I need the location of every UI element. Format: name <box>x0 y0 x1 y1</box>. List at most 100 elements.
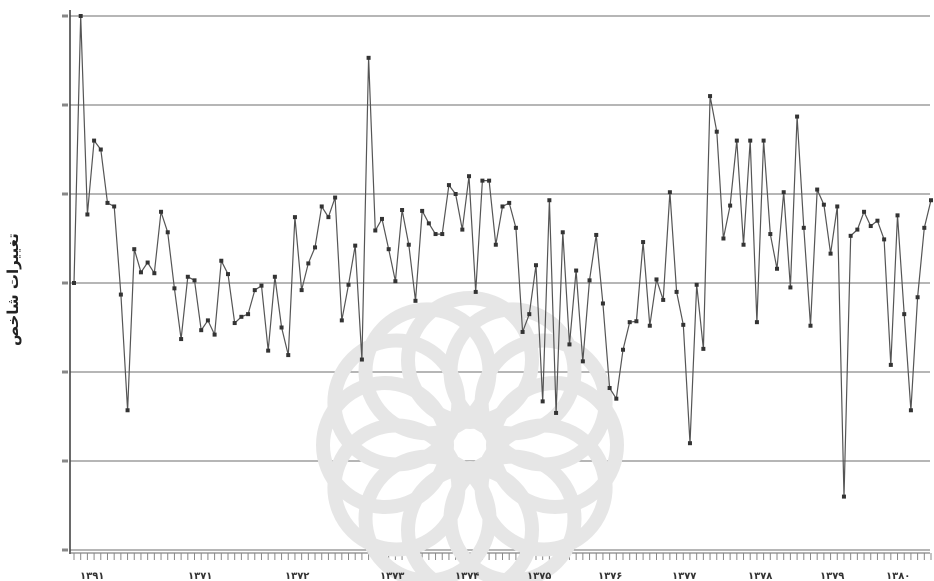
data-point <box>393 279 398 284</box>
axes <box>69 10 930 554</box>
data-point <box>232 321 237 326</box>
data-point <box>413 298 418 303</box>
watermark-logo <box>316 291 624 581</box>
y-tick-mark <box>62 192 68 196</box>
watermark-center <box>434 409 506 481</box>
data-point <box>775 266 780 271</box>
data-point <box>694 282 699 287</box>
data-point <box>587 278 592 283</box>
data-point <box>359 357 364 362</box>
data-point <box>179 337 184 342</box>
data-point <box>607 386 612 391</box>
data-point <box>908 408 913 413</box>
x-tick-label: ۱۳۷۱ <box>188 571 212 581</box>
data-point <box>145 260 150 265</box>
data-point <box>647 323 652 328</box>
data-point <box>185 274 190 279</box>
data-point <box>446 183 451 188</box>
data-point <box>333 195 338 200</box>
x-tick-label: ۱۳۸۰ <box>886 571 910 581</box>
data-point <box>199 328 204 333</box>
data-point <box>272 274 277 279</box>
data-point <box>862 209 867 214</box>
data-point <box>105 200 110 205</box>
data-point <box>286 353 291 358</box>
data-point <box>754 320 759 325</box>
data-point <box>835 204 840 209</box>
data-point <box>225 272 230 277</box>
data-point <box>453 192 458 196</box>
data-point <box>574 268 579 273</box>
data-point <box>580 359 585 364</box>
data-point <box>547 198 552 203</box>
x-tick-label: ۱۳۷۹ <box>820 571 844 581</box>
data-point <box>313 245 318 250</box>
data-point <box>728 203 733 208</box>
data-point <box>855 227 860 232</box>
data-point <box>239 314 244 319</box>
data-point <box>667 190 672 195</box>
data-point <box>761 138 766 143</box>
data-point <box>641 240 646 245</box>
data-point <box>654 277 659 282</box>
y-tick-mark <box>62 281 68 285</box>
data-point <box>701 346 706 351</box>
data-point <box>292 215 297 220</box>
data-point <box>895 213 900 218</box>
x-tick-label: ۱۳۷۵ <box>527 571 551 581</box>
y-tick-mark <box>62 548 68 552</box>
y-tick-mark <box>62 14 68 18</box>
data-point <box>788 285 793 290</box>
data-point <box>681 322 686 327</box>
data-point <box>440 232 445 237</box>
data-point <box>915 295 920 300</box>
data-point <box>493 242 498 247</box>
data-point <box>520 329 525 334</box>
data-point <box>500 204 505 209</box>
data-point <box>299 288 304 293</box>
data-point <box>326 215 331 220</box>
data-point <box>346 282 351 287</box>
data-point <box>319 204 324 209</box>
data-point <box>815 187 820 192</box>
data-point <box>165 230 170 235</box>
data-point <box>366 55 371 60</box>
data-point <box>373 228 378 233</box>
data-point <box>687 441 692 446</box>
data-point <box>138 270 143 275</box>
x-tick-label: ۱۳۷۷ <box>672 571 696 581</box>
data-point <box>406 242 411 247</box>
x-tick-label: ۱۳۷۴ <box>455 571 479 581</box>
data-point <box>661 297 666 302</box>
data-point <box>781 190 786 195</box>
data-point <box>159 209 164 214</box>
y-tick-mark <box>62 459 68 463</box>
data-point <box>192 278 197 283</box>
data-point <box>473 289 478 294</box>
data-point <box>708 94 713 99</box>
data-point <box>888 362 893 367</box>
series <box>72 14 933 499</box>
data-point <box>808 323 813 328</box>
watermark-petal <box>401 291 539 429</box>
data-point <box>112 204 117 209</box>
data-point <box>420 208 425 213</box>
data-point <box>533 263 538 268</box>
data-point <box>527 312 532 317</box>
data-point <box>795 114 800 119</box>
data-point <box>132 247 137 252</box>
data-point <box>266 348 271 353</box>
data-point <box>841 494 846 499</box>
data-point <box>554 410 559 415</box>
data-point <box>252 288 257 293</box>
data-point <box>353 243 358 248</box>
data-point <box>72 281 76 285</box>
data-point <box>621 347 626 352</box>
data-point <box>212 332 217 337</box>
data-point <box>172 286 177 291</box>
data-point <box>868 224 873 229</box>
gridlines <box>62 14 930 552</box>
data-point <box>734 138 739 143</box>
